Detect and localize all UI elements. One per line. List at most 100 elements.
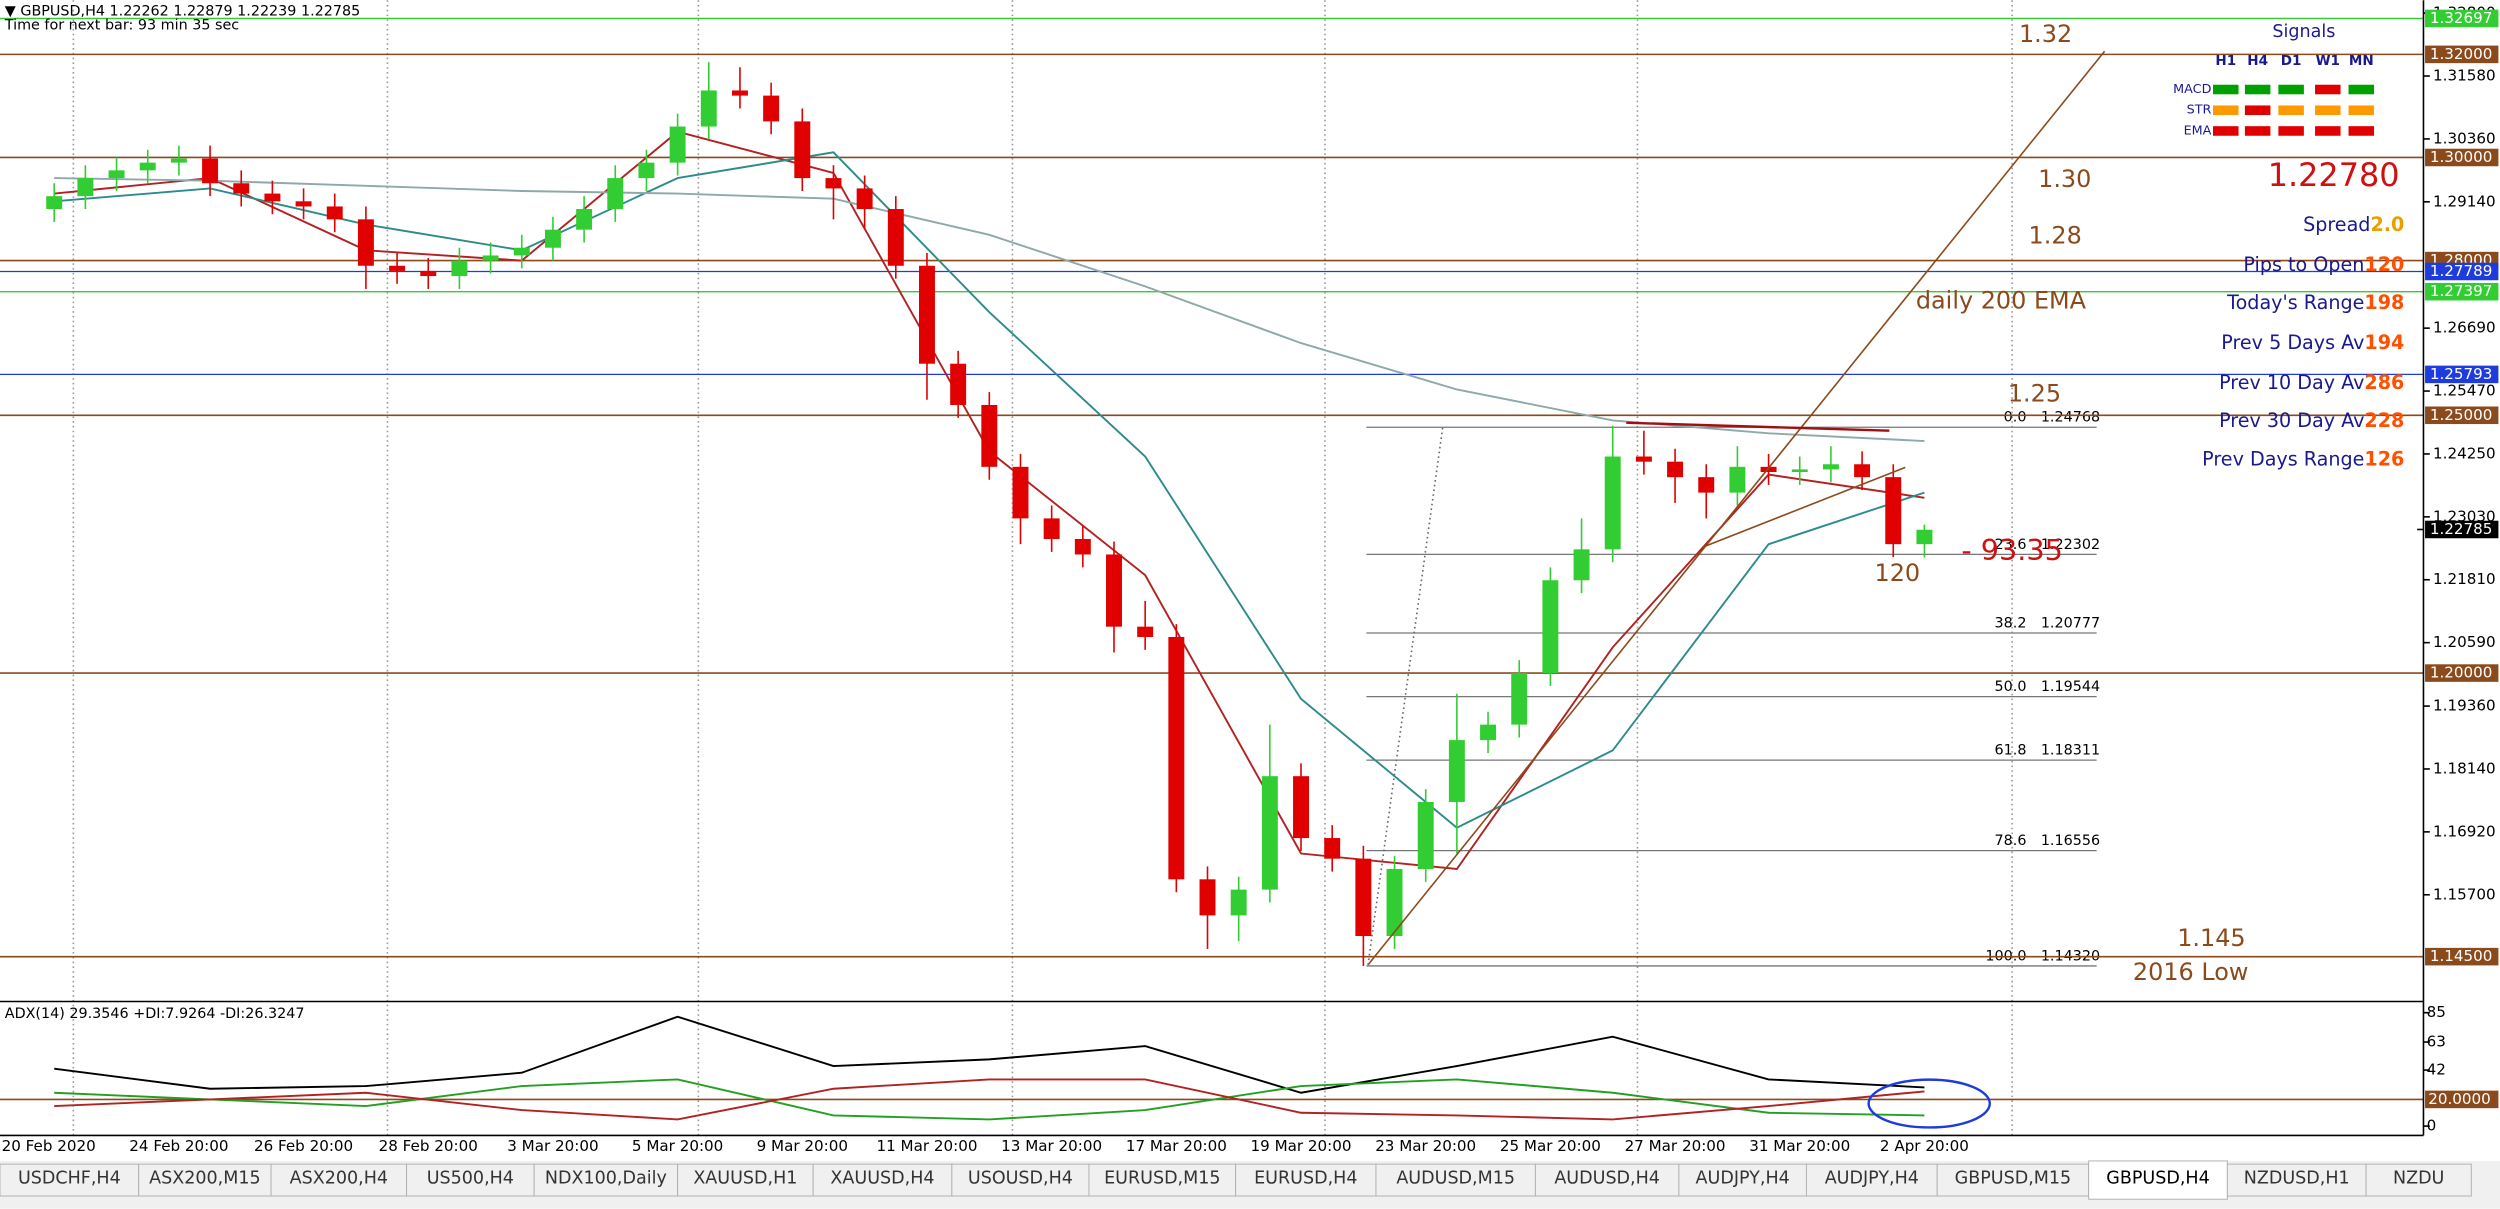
signal-label: STR: [2187, 103, 2212, 118]
tab-label[interactable]: USDCHF,H4: [18, 1168, 121, 1188]
candle-body: [233, 183, 250, 194]
tab-label[interactable]: ASX200,M15: [149, 1168, 261, 1188]
tab-label[interactable]: AUDJPY,H4: [1825, 1168, 1919, 1188]
signal-column: W1: [2316, 53, 2340, 69]
tab-label[interactable]: NDX100,Daily: [545, 1168, 667, 1188]
candle-body: [1822, 464, 1839, 470]
tab-label[interactable]: AUDUSD,M15: [1396, 1168, 1515, 1188]
candle-body: [950, 363, 967, 405]
candle-body: [108, 170, 125, 179]
candle-body: [1293, 776, 1309, 839]
x-tick-label: 25 Mar 20:00: [1500, 1137, 1601, 1155]
level-axis-label: 1.14500: [2430, 947, 2493, 965]
signal-column: H4: [2247, 53, 2268, 69]
adx-tick-label: 42: [2427, 1061, 2446, 1079]
candle-body: [1667, 461, 1684, 478]
signal-column: D1: [2281, 53, 2302, 69]
info-label: Spread: [2303, 213, 2370, 236]
candle-body: [1916, 529, 1933, 545]
level-label: 1.145: [2177, 924, 2245, 952]
tab-label[interactable]: GBPUSD,M15: [1955, 1168, 2072, 1188]
x-tick-label: 24 Feb 20:00: [129, 1137, 228, 1155]
signal-cell: [2315, 105, 2341, 116]
bar-timer: Time for next bar: 93 min 35 sec: [4, 18, 239, 34]
tab[interactable]: [1534, 1163, 1680, 1197]
y-tick-label: 1.18140: [2433, 759, 2496, 777]
y-tick-label: 1.20590: [2433, 633, 2496, 651]
tab[interactable]: [677, 1163, 814, 1197]
candle-body: [170, 158, 187, 163]
tab-label[interactable]: USOUSD,H4: [968, 1168, 1073, 1188]
tab[interactable]: [406, 1163, 535, 1197]
candle-body: [1635, 456, 1652, 462]
tab-label[interactable]: EURUSD,H4: [1254, 1168, 1357, 1188]
y-tick-label: 1.25470: [2433, 382, 2496, 400]
x-tick-label: 17 Mar 20:00: [1126, 1137, 1227, 1155]
tab[interactable]: [270, 1163, 408, 1197]
candle-body: [513, 247, 530, 256]
tab[interactable]: [138, 1163, 272, 1197]
candle-body: [1729, 466, 1746, 493]
candle-body: [1885, 477, 1902, 545]
signal-column: H1: [2215, 53, 2236, 69]
y-tick-label: 1.15700: [2433, 885, 2496, 903]
candle-body: [1106, 554, 1122, 627]
tab-label[interactable]: GBPUSD,H4: [2106, 1168, 2209, 1188]
fib-ratio: 61.8: [1995, 743, 2027, 759]
tab-label[interactable]: AUDJPY,H4: [1696, 1168, 1790, 1188]
tab-label[interactable]: XAUUSD,H4: [830, 1168, 934, 1188]
tab-label[interactable]: US500,H4: [427, 1168, 514, 1188]
candle-body: [264, 193, 281, 202]
tab[interactable]: [1805, 1163, 1938, 1197]
fib-price: 1.16556: [2041, 833, 2100, 849]
candle-body: [794, 121, 811, 179]
adx-level-label: 20.0000: [2428, 1090, 2491, 1108]
level-box: [2425, 45, 2499, 64]
tab[interactable]: [533, 1163, 679, 1197]
candle-body: [1137, 626, 1154, 637]
tab[interactable]: [1375, 1163, 1536, 1197]
y-tick-label: 1.29140: [2433, 192, 2496, 210]
y-tick-label: 1.24250: [2433, 444, 2496, 462]
adx-tick-label: 85: [2427, 1003, 2446, 1021]
candle-body: [919, 265, 935, 364]
tab-label[interactable]: NZDU: [2393, 1168, 2444, 1188]
tab-label[interactable]: NZDUSD,H1: [2244, 1168, 2350, 1188]
candle-body: [887, 209, 904, 266]
tab-label[interactable]: XAUUSD,H1: [693, 1168, 797, 1188]
signal-cell: [2348, 105, 2375, 116]
info-value: 126: [2364, 447, 2404, 470]
tab[interactable]: [951, 1163, 1090, 1197]
tab-label[interactable]: EURUSD,M15: [1104, 1168, 1220, 1188]
adx-line: [54, 1078, 1925, 1121]
level-box: [2425, 947, 2499, 966]
tab[interactable]: [1936, 1163, 2090, 1197]
level-axis-label: 1.20000: [2430, 664, 2493, 682]
annotation: daily 200 EMA: [1916, 287, 2087, 315]
candle-body: [77, 178, 94, 197]
y-tick-label: 1.31580: [2433, 67, 2496, 85]
level-box: [2425, 664, 2499, 682]
candle-body: [1448, 740, 1465, 802]
annotation: 2016 Low: [2133, 958, 2249, 986]
fib-ratio: 23.6: [1995, 537, 2027, 553]
tab[interactable]: [2365, 1163, 2472, 1197]
y-tick-label: 1.30360: [2433, 129, 2496, 147]
x-tick-label: 31 Mar 20:00: [1749, 1137, 1850, 1155]
candle-body: [1012, 466, 1029, 519]
adx-level-box: [2425, 1090, 2499, 1109]
level-axis-label: 1.32000: [2430, 45, 2493, 63]
x-tick-label: 26 Feb 20:00: [254, 1137, 353, 1155]
level-label: 1.30: [2038, 165, 2091, 193]
fib-ratio: 0.0: [2004, 410, 2027, 426]
candle-body: [1698, 477, 1715, 493]
info-row: Pips to Open120: [2243, 252, 2404, 275]
signal-cell: [2348, 126, 2375, 136]
tab-label[interactable]: AUDUSD,H4: [1554, 1168, 1660, 1188]
candle-body: [1511, 673, 1528, 725]
symbol-line: ▼ GBPUSD,H4 1.22262 1.22879 1.22239 1.22…: [5, 3, 360, 19]
tab-label[interactable]: ASX200,H4: [290, 1168, 388, 1188]
tab[interactable]: [2088, 1160, 2228, 1200]
tab[interactable]: [1235, 1163, 1377, 1197]
